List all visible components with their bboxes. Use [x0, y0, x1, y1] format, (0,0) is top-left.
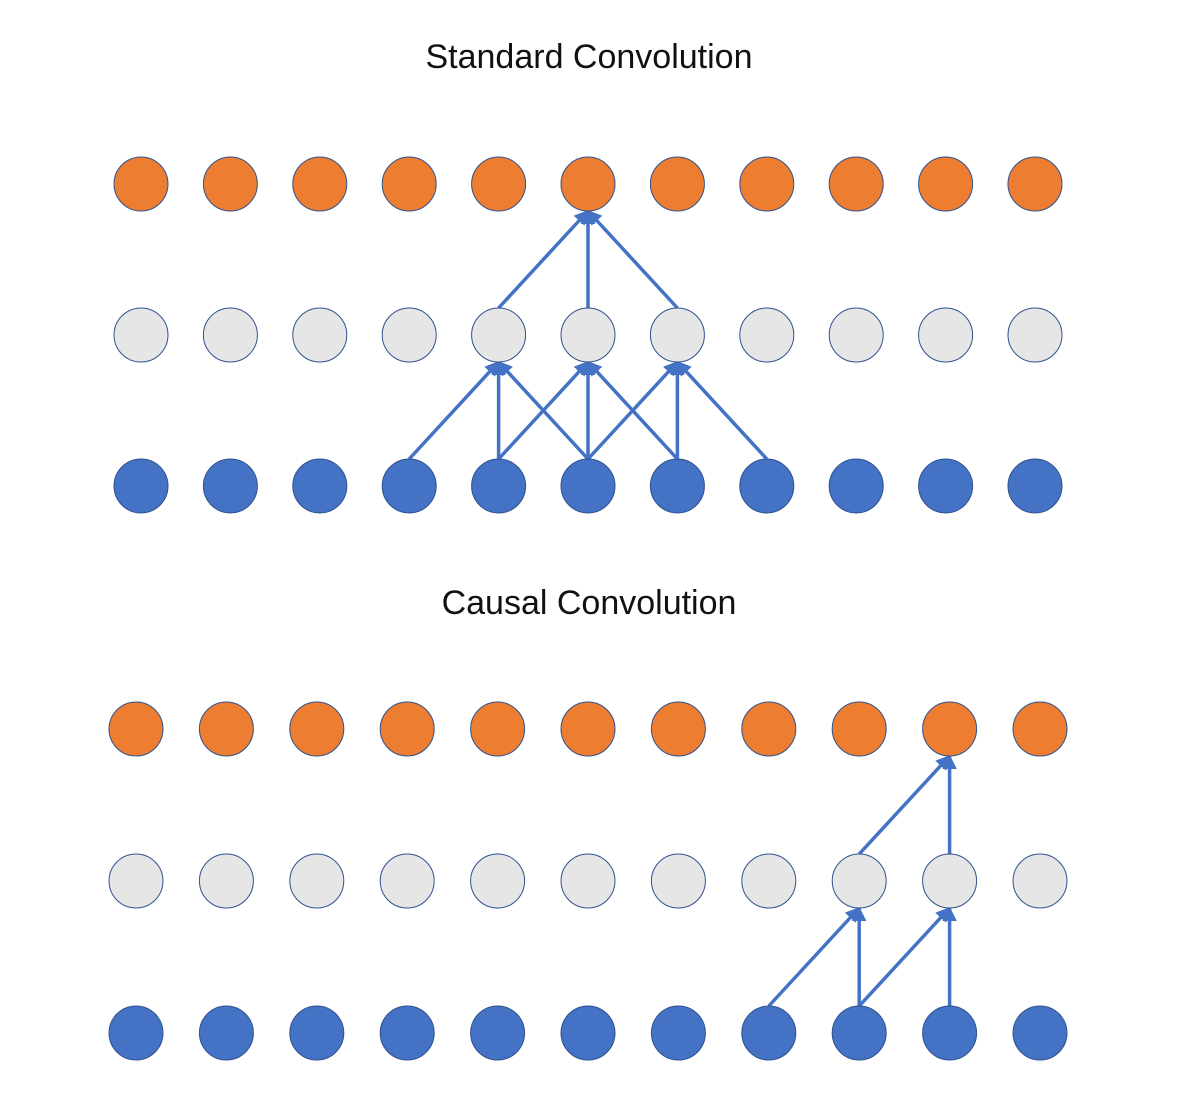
standard-hidden-node-9 — [918, 307, 974, 363]
causal-hidden-node-2 — [289, 853, 345, 909]
causal-hidden-node-4 — [470, 853, 526, 909]
causal-hidden-node-9 — [922, 853, 978, 909]
causal-edge-input8-to-hidden9 — [857, 906, 951, 1008]
edges-layer — [407, 209, 957, 1008]
causal-output-node-10 — [1012, 701, 1068, 757]
causal-hidden-node-0 — [108, 853, 164, 909]
nodes-layer — [108, 156, 1068, 1061]
standard-input-node-2 — [292, 458, 348, 514]
standard-hidden-node-3 — [381, 307, 437, 363]
causal-output-node-1 — [198, 701, 254, 757]
standard-hidden-node-6 — [649, 307, 705, 363]
causal-input-node-3 — [379, 1005, 435, 1061]
standard-edge-input4-to-hidden5 — [497, 360, 590, 461]
standard-edge-hidden4-to-output5 — [497, 209, 590, 310]
causal-output-node-5 — [560, 701, 616, 757]
causal-input-node-6 — [650, 1005, 706, 1061]
causal-input-node-5 — [560, 1005, 616, 1061]
standard-edge-input7-to-hidden6 — [676, 360, 769, 461]
standard-input-node-10 — [1007, 458, 1063, 514]
standard-output-node-4 — [471, 156, 527, 212]
standard-output-node-0 — [113, 156, 169, 212]
standard-edge-hidden6-to-output5 — [586, 209, 679, 310]
causal-output-node-6 — [650, 701, 706, 757]
standard-output-node-2 — [292, 156, 348, 212]
standard-hidden-node-0 — [113, 307, 169, 363]
causal-output-node-2 — [289, 701, 345, 757]
standard-input-node-0 — [113, 458, 169, 514]
causal-hidden-node-10 — [1012, 853, 1068, 909]
standard-hidden-node-2 — [292, 307, 348, 363]
causal-output-node-7 — [741, 701, 797, 757]
standard-input-node-3 — [381, 458, 437, 514]
standard-output-node-3 — [381, 156, 437, 212]
standard-hidden-node-10 — [1007, 307, 1063, 363]
causal-input-node-8 — [831, 1005, 887, 1061]
standard-input-node-7 — [739, 458, 795, 514]
standard-hidden-node-8 — [828, 307, 884, 363]
standard-output-node-1 — [202, 156, 258, 212]
causal-input-node-2 — [289, 1005, 345, 1061]
standard-output-node-6 — [649, 156, 705, 212]
standard-hidden-node-5 — [560, 307, 616, 363]
causal-output-node-3 — [379, 701, 435, 757]
standard-output-node-8 — [828, 156, 884, 212]
standard-input-node-6 — [649, 458, 705, 514]
standard-edge-input5-to-hidden6 — [586, 360, 679, 461]
causal-hidden-node-8 — [831, 853, 887, 909]
causal-output-node-0 — [108, 701, 164, 757]
causal-output-node-9 — [922, 701, 978, 757]
causal-hidden-node-1 — [198, 853, 254, 909]
causal-input-node-1 — [198, 1005, 254, 1061]
standard-hidden-node-4 — [471, 307, 527, 363]
standard-output-node-5 — [560, 156, 616, 212]
standard-output-node-10 — [1007, 156, 1063, 212]
standard-edge-input3-to-hidden4 — [407, 360, 500, 461]
causal-edge-input7-to-hidden8 — [767, 906, 861, 1008]
standard-input-node-8 — [828, 458, 884, 514]
standard-input-node-4 — [471, 458, 527, 514]
causal-hidden-node-5 — [560, 853, 616, 909]
causal-input-node-0 — [108, 1005, 164, 1061]
standard-input-node-1 — [202, 458, 258, 514]
causal-output-node-8 — [831, 701, 887, 757]
causal-hidden-node-3 — [379, 853, 435, 909]
causal-hidden-node-6 — [650, 853, 706, 909]
standard-hidden-node-1 — [202, 307, 258, 363]
standard-input-node-9 — [918, 458, 974, 514]
causal-input-node-4 — [470, 1005, 526, 1061]
causal-input-node-7 — [741, 1005, 797, 1061]
standard-output-node-9 — [918, 156, 974, 212]
causal-convolution-title: Causal Convolution — [441, 584, 737, 622]
causal-input-node-9 — [922, 1005, 978, 1061]
standard-hidden-node-7 — [739, 307, 795, 363]
standard-convolution-title: Standard Convolution — [425, 38, 753, 76]
standard-input-node-5 — [560, 458, 616, 514]
causal-output-node-4 — [470, 701, 526, 757]
standard-output-node-7 — [739, 156, 795, 212]
causal-hidden-node-7 — [741, 853, 797, 909]
causal-edge-hidden8-to-output9 — [857, 754, 951, 856]
causal-input-node-10 — [1012, 1005, 1068, 1061]
